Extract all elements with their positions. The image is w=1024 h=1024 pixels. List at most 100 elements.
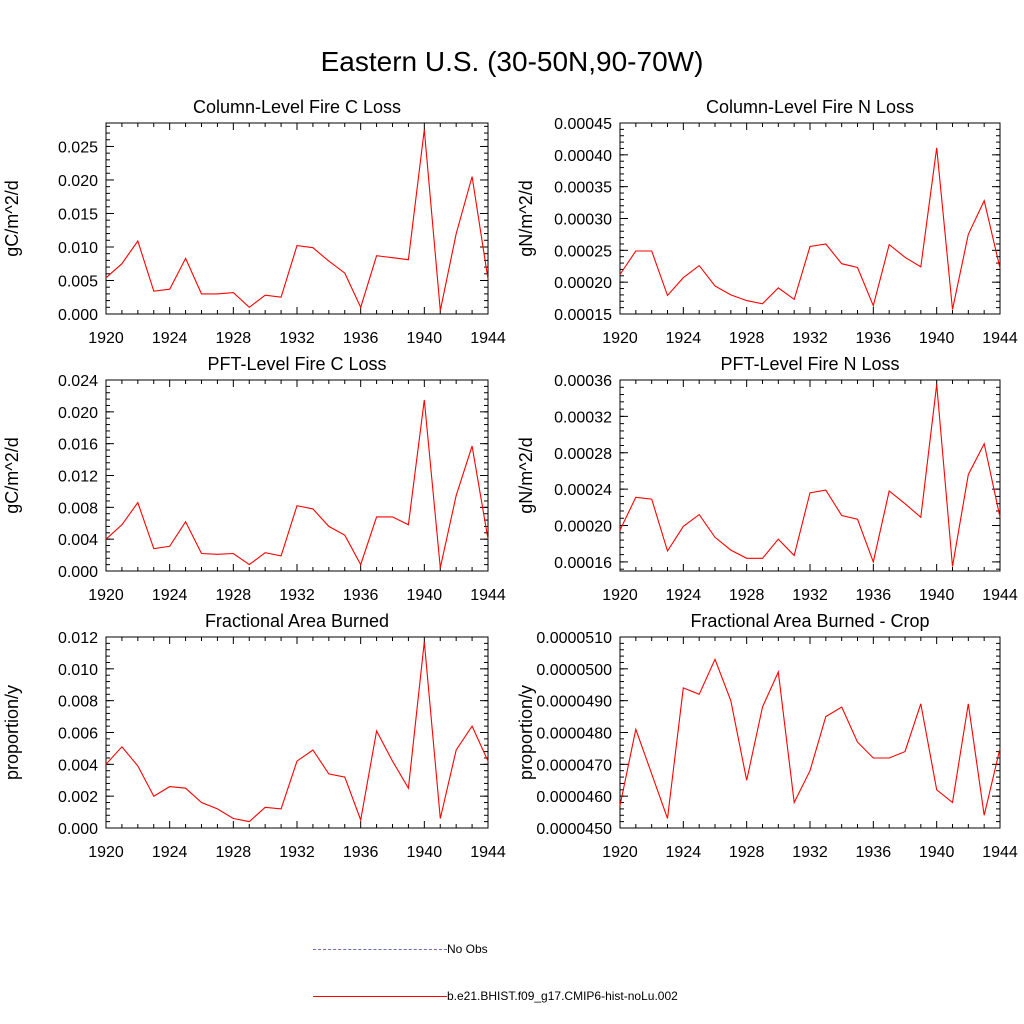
- y-tick-label: 0.000: [58, 821, 98, 838]
- plot-frame: [619, 636, 1001, 829]
- x-tick-label: 1920: [88, 330, 124, 347]
- panel-3: 1920 1924 1928 1932 1936 1940 1944 0.000 0.004 0.…: [2, 354, 506, 604]
- panel-5: 1920 1924 1928 1932 1936 1940 1944 0.000 0.002 0.…: [2, 611, 506, 861]
- y-tick-label: 0.016: [58, 437, 98, 454]
- panel-title: Fractional Area Burned: [205, 611, 389, 631]
- x-tick-label: 1940: [919, 844, 955, 861]
- x-tick-label: 1936: [343, 587, 379, 604]
- y-tick-label: 0.00020: [554, 275, 612, 292]
- x-tick-label: 1940: [407, 587, 443, 604]
- x-tick-label: 1928: [216, 587, 252, 604]
- y-axis-label: gC/m^2/d: [2, 437, 22, 513]
- series-line: [105, 641, 489, 823]
- y-tick-label: 0.00045: [554, 116, 612, 133]
- y-tick-label: 0.005: [58, 273, 98, 290]
- x-tick-label: 1932: [792, 844, 828, 861]
- x-tick-label: 1944: [470, 330, 506, 347]
- x-tick-label: 1924: [152, 330, 188, 347]
- plot-frame: [105, 379, 489, 572]
- x-tick-label: 1920: [602, 587, 638, 604]
- series-line: [619, 657, 1001, 819]
- y-axis-label: proportion/y: [516, 685, 536, 780]
- series-line: [619, 384, 1001, 567]
- series-line: [105, 129, 489, 311]
- y-tick-label: 0.00032: [554, 409, 612, 426]
- x-tick-label: 1932: [792, 330, 828, 347]
- x-tick-label: 1928: [729, 844, 765, 861]
- x-tick-label: 1936: [856, 587, 892, 604]
- x-tick-label: 1932: [279, 330, 315, 347]
- y-tick-label: 0.000: [58, 307, 98, 324]
- x-tick-label: 1924: [666, 330, 702, 347]
- y-tick-label: 0.006: [58, 726, 98, 743]
- y-tick-label: 0.00020: [554, 519, 612, 536]
- y-tick-label: 0.015: [58, 206, 98, 223]
- y-tick-label: 0.00025: [554, 243, 612, 260]
- y-tick-label: 0.00030: [554, 212, 612, 229]
- series-line: [619, 147, 1001, 310]
- plot-frame: [619, 379, 1001, 572]
- y-tick-label: 0.0000510: [536, 630, 612, 647]
- legend-swatch-no-obs: [313, 948, 447, 950]
- x-tick-label: 1936: [343, 844, 379, 861]
- y-tick-label: 0.00016: [554, 555, 612, 572]
- y-tick-label: 0.0000450: [536, 821, 612, 838]
- x-tick-label: 1944: [982, 330, 1018, 347]
- x-tick-label: 1920: [602, 844, 638, 861]
- x-tick-label: 1924: [152, 587, 188, 604]
- plot-frame: [105, 636, 489, 829]
- x-tick-label: 1932: [279, 844, 315, 861]
- panel-title: PFT-Level Fire C Loss: [207, 354, 386, 374]
- x-tick-label: 1940: [919, 330, 955, 347]
- y-tick-label: 0.0000470: [536, 757, 612, 774]
- x-tick-label: 1924: [666, 844, 702, 861]
- x-tick-label: 1936: [343, 330, 379, 347]
- y-axis-label: gC/m^2/d: [2, 180, 22, 256]
- figure-title: Eastern U.S. (30-50N,90-70W): [320, 46, 704, 77]
- y-tick-label: 0.0000460: [536, 789, 612, 806]
- panel-6: 1920 1924 1928 1932 1936 1940 1944 0.0000450 0.0…: [516, 611, 1018, 861]
- y-tick-label: 0.0000490: [536, 694, 612, 711]
- y-tick-label: 0.020: [58, 173, 98, 190]
- y-tick-label: 0.004: [58, 757, 98, 774]
- x-tick-label: 1944: [470, 587, 506, 604]
- y-axis-label: gN/m^2/d: [516, 180, 536, 256]
- legend-swatch-model-run: [313, 995, 447, 997]
- y-tick-label: 0.010: [58, 662, 98, 679]
- y-tick-label: 0.00028: [554, 446, 612, 463]
- y-tick-label: 0.0000500: [536, 662, 612, 679]
- y-tick-label: 0.00036: [554, 373, 612, 390]
- panel-4: 1920 1924 1928 1932 1936 1940 1944 0.00016 0.000…: [516, 354, 1018, 604]
- legend-model-run: b.e21.BHIST.f09_g17.CMIP6-hist-noLu.002: [313, 989, 678, 1003]
- y-tick-label: 0.00015: [554, 307, 612, 324]
- y-tick-label: 0.024: [58, 373, 98, 390]
- x-tick-label: 1928: [729, 330, 765, 347]
- y-tick-label: 0.002: [58, 789, 98, 806]
- x-tick-label: 1936: [856, 330, 892, 347]
- x-tick-label: 1928: [729, 587, 765, 604]
- panel-title: Fractional Area Burned - Crop: [690, 611, 929, 631]
- panel-title: Column-Level Fire C Loss: [193, 97, 401, 117]
- y-tick-label: 0.012: [58, 630, 98, 647]
- x-tick-label: 1944: [982, 587, 1018, 604]
- x-tick-label: 1940: [407, 844, 443, 861]
- x-tick-label: 1920: [602, 330, 638, 347]
- x-tick-label: 1940: [407, 330, 443, 347]
- panel-2: 1920 1924 1928 1932 1936 1940 1944 0.00015 0.000…: [516, 97, 1018, 347]
- y-tick-label: 0.020: [58, 405, 98, 422]
- x-tick-label: 1924: [152, 844, 188, 861]
- y-axis-label: gN/m^2/d: [516, 437, 536, 513]
- x-tick-label: 1932: [792, 587, 828, 604]
- y-tick-label: 0.004: [58, 532, 98, 549]
- series-line: [105, 399, 489, 568]
- x-tick-label: 1940: [919, 587, 955, 604]
- panel-title: PFT-Level Fire N Loss: [720, 354, 899, 374]
- y-tick-label: 0.010: [58, 240, 98, 257]
- x-tick-label: 1944: [982, 844, 1018, 861]
- x-tick-label: 1920: [88, 587, 124, 604]
- x-tick-label: 1928: [216, 844, 252, 861]
- plot-frame: [105, 122, 489, 315]
- x-tick-label: 1924: [666, 587, 702, 604]
- y-tick-label: 0.012: [58, 469, 98, 486]
- x-tick-label: 1944: [470, 844, 506, 861]
